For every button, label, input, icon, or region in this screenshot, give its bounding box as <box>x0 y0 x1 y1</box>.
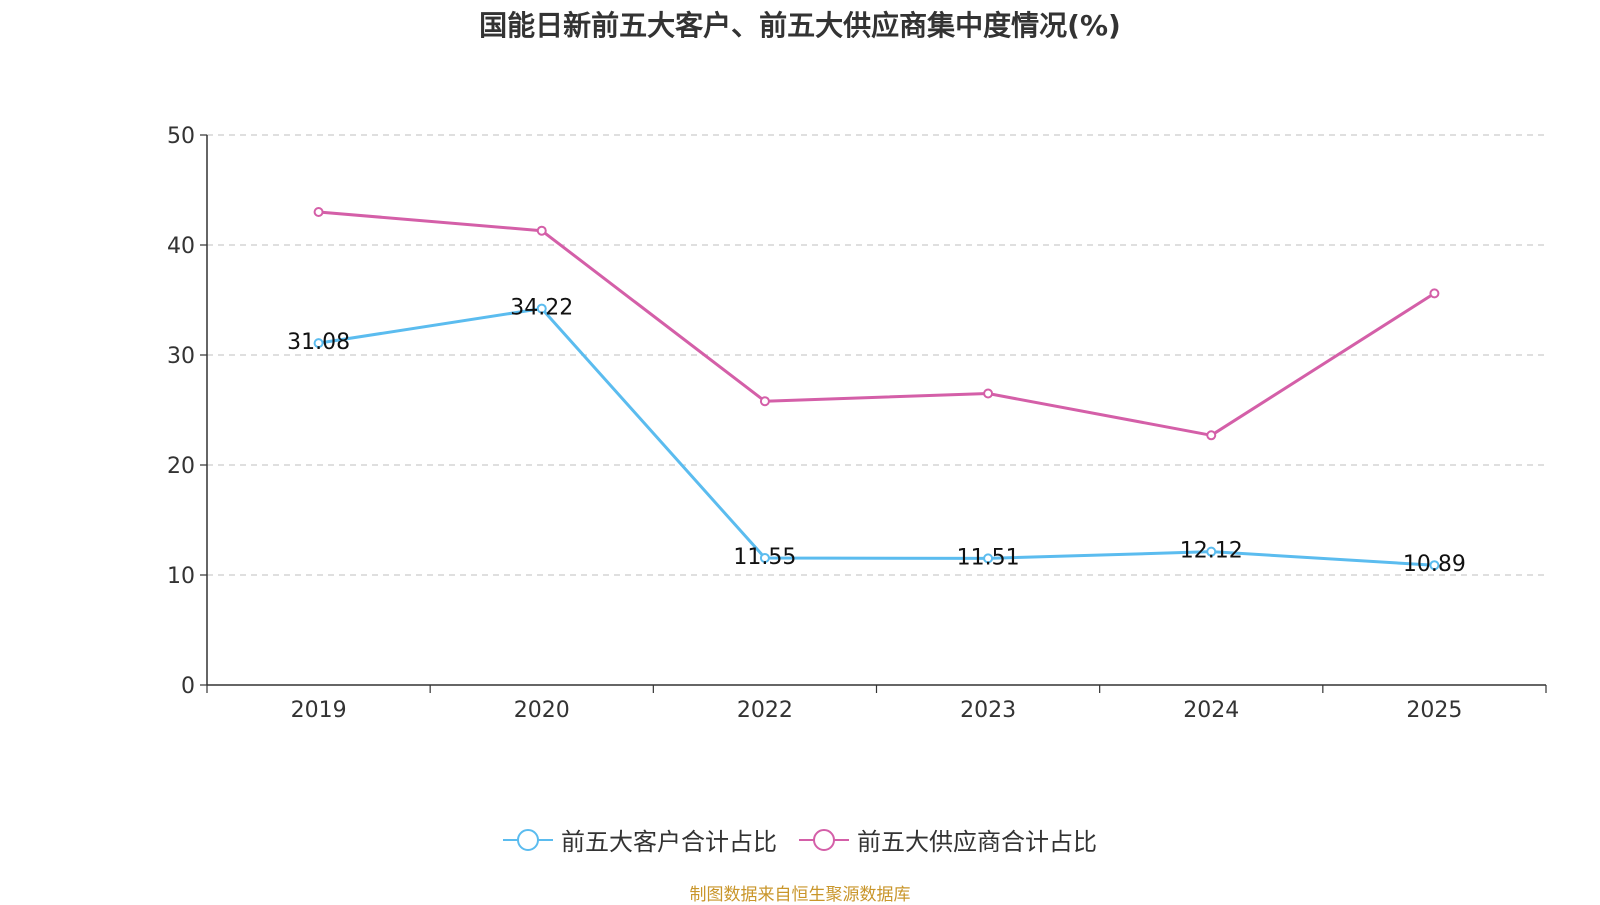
y-tick-label-40: 40 <box>167 234 195 259</box>
series-0-point-2024 <box>1206 546 1217 557</box>
source-note: 制图数据来自恒生聚源数据库 <box>689 885 911 905</box>
legend-swatch-customers-icon <box>503 828 553 851</box>
series-1-point-2019 <box>313 207 324 217</box>
series-1-point-2022 <box>759 396 770 407</box>
series-0-point-2023 <box>983 553 994 564</box>
x-tick-label-2024: 2024 <box>1183 698 1239 723</box>
data-label-2019: 31.08 <box>287 330 350 355</box>
series-line-0 <box>318 307 1435 567</box>
series-0-point-2022 <box>759 552 770 563</box>
legend-label-customers: 前五大客户合计占比 <box>561 828 777 856</box>
legend-item-customers[interactable]: 前五大客户合计占比 <box>503 822 777 857</box>
x-tick-label-2022: 2022 <box>737 698 793 723</box>
data-label-2020: 34.22 <box>510 296 573 321</box>
series-0-point-2020 <box>536 303 547 314</box>
series-line-1 <box>318 210 1436 437</box>
y-tick-label-10: 10 <box>167 564 195 589</box>
legend-item-suppliers[interactable]: 前五大供应商合计占比 <box>799 822 1097 857</box>
data-label-2024: 12.12 <box>1180 539 1243 564</box>
series-1-point-2023 <box>983 388 994 399</box>
series-1-point-2024 <box>1206 430 1217 441</box>
legend-swatch-suppliers-icon <box>799 828 849 851</box>
y-tick-label-30: 30 <box>167 344 195 369</box>
x-tick-label-2019: 2019 <box>291 698 347 723</box>
y-tick-label-0: 0 <box>181 674 195 699</box>
data-label-2025: 10.89 <box>1403 552 1466 577</box>
x-tick-label-2025: 2025 <box>1406 698 1462 723</box>
x-tick-label-2020: 2020 <box>514 698 570 723</box>
legend: 前五大客户合计占比 前五大供应商合计占比 <box>0 822 1600 857</box>
series-0-point-2025 <box>1429 560 1440 571</box>
legend-label-suppliers: 前五大供应商合计占比 <box>857 828 1097 856</box>
data-label-2023: 11.51 <box>957 545 1020 570</box>
data-label-2022: 11.55 <box>733 545 796 570</box>
series-1-point-2020 <box>536 225 547 236</box>
series-1-point-2025 <box>1429 288 1440 299</box>
chart-title: 国能日新前五大客户、前五大供应商集中度情况(%) <box>479 9 1121 42</box>
series-0-point-2019 <box>313 338 324 349</box>
x-tick-label-2023: 2023 <box>960 698 1016 723</box>
y-tick-label-50: 50 <box>167 124 195 149</box>
y-tick-label-20: 20 <box>167 454 195 479</box>
